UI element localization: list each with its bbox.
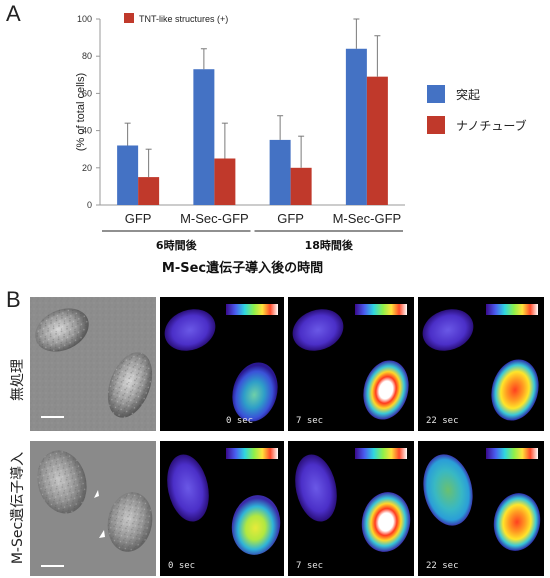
calcium-image-row-2-frame-3: 22 sec	[418, 441, 544, 576]
timestamp: 7 sec	[296, 561, 323, 571]
panel-a-label: A	[6, 1, 21, 26]
category-label: GFP	[125, 211, 152, 226]
y-tick-label: 60	[82, 88, 92, 98]
y-tick-label: 80	[82, 51, 92, 61]
micrograph-row-2: 0 sec 7 sec 22 sec	[30, 441, 544, 576]
bar-1-4	[345, 48, 367, 206]
bar-2-3	[290, 167, 312, 205]
lut-bar	[355, 448, 407, 459]
calcium-image-row-1-frame-2: 7 sec	[288, 297, 414, 431]
y-axis-label: (% of total cells)	[75, 73, 87, 151]
inset-legend-label: TNT-like structures (+)	[139, 14, 228, 24]
timestamp: 0 sec	[226, 416, 253, 426]
arrowhead-icon	[99, 530, 105, 538]
chart-legend: 突起 ナノチューブ	[427, 85, 527, 134]
bar-chart: 0 20 40 60 80 100 (% of total cells) GFP M-Sec-G…	[75, 14, 405, 276]
calcium-image-row-1-frame-1: 0 sec	[160, 297, 284, 431]
micrograph-row-1: 0 sec 7 sec 22 sec	[30, 297, 544, 431]
group-label: 18時間後	[305, 238, 354, 252]
dic-image-row-2	[30, 441, 156, 576]
y-tick-label: 100	[77, 14, 92, 24]
lut-bar	[486, 448, 538, 459]
y-tick-label: 0	[87, 200, 92, 210]
y-tick-label: 20	[82, 163, 92, 173]
lut-bar	[355, 304, 407, 315]
timestamp: 22 sec	[426, 416, 459, 426]
lut-bar	[226, 448, 278, 459]
category-label: GFP	[277, 211, 304, 226]
inset-legend: TNT-like structures (+)	[124, 13, 228, 24]
bar-1-1	[117, 145, 139, 205]
y-tick-label: 40	[82, 126, 92, 136]
panel-b-label: B	[6, 287, 21, 312]
lut-bar	[226, 304, 278, 315]
legend-label-series-1: 突起	[456, 87, 480, 102]
category-label: M-Sec-GFP	[180, 211, 249, 226]
legend-swatch-series-1	[427, 85, 445, 103]
legend-label-series-2: ナノチューブ	[456, 118, 527, 133]
bar-1-3	[269, 139, 291, 205]
calcium-image-row-1-frame-3: 22 sec	[418, 297, 544, 431]
inset-legend-swatch	[124, 13, 134, 23]
bar-2-1	[138, 177, 160, 205]
bar-2-2	[214, 158, 236, 205]
bar-1-2	[193, 69, 215, 205]
category-label: M-Sec-GFP	[333, 211, 402, 226]
timestamp: 7 sec	[296, 416, 323, 426]
bar-2-4	[366, 76, 388, 205]
legend-swatch-series-2	[427, 116, 445, 134]
dic-image-row-1	[30, 297, 156, 431]
calcium-image-row-2-frame-2: 7 sec	[288, 441, 414, 576]
x-axis-title: M-Sec遺伝子導入後の時間	[162, 260, 323, 276]
row-label-msec: M-Sec遺伝子導入	[10, 452, 26, 564]
timestamp: 0 sec	[168, 561, 195, 571]
timestamp: 22 sec	[426, 561, 459, 571]
row-label-untreated: 無処理	[10, 359, 26, 401]
arrowhead-icon	[94, 490, 99, 498]
group-label: 6時間後	[156, 238, 198, 252]
calcium-image-row-2-frame-1: 0 sec	[160, 441, 284, 576]
lut-bar	[486, 304, 538, 315]
